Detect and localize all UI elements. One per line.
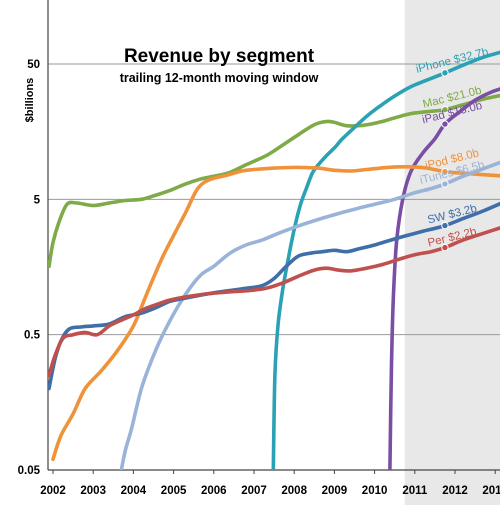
chart-subtitle: trailing 12-month moving window <box>120 71 319 85</box>
series-line-per <box>48 226 500 378</box>
x-tick-label: 2008 <box>281 485 307 497</box>
series-marker-per <box>441 243 449 252</box>
x-tick-labels: 2002 2003 2004 2005 2006 2007 2008 2009 2010 2011… <box>40 485 500 497</box>
x-tick-label: 2006 <box>201 485 227 497</box>
series-line-mac <box>48 93 500 269</box>
x-tick-label: 2011 <box>402 485 428 497</box>
series-line-sw <box>48 201 500 391</box>
x-tick-label: 2007 <box>241 485 267 497</box>
y-tick-label: 50 <box>27 59 40 71</box>
series-lines <box>48 50 500 470</box>
y-tick-label: 0.05 <box>18 465 41 477</box>
series-line-ipad <box>388 87 500 470</box>
series-marker-iphone <box>441 69 449 77</box>
y-tick-labels: 0.05 0.5 5 50 <box>18 59 41 477</box>
series-markers <box>441 69 449 252</box>
x-tick-label: 2005 <box>161 485 187 497</box>
x-tick-label: 2004 <box>121 485 147 497</box>
x-tick-label: 2013 <box>482 485 500 497</box>
series-line-iphone <box>271 50 500 470</box>
series-marker-ipod <box>441 168 449 176</box>
x-tick-label: 2012 <box>442 485 468 497</box>
series-line-ipod <box>51 164 500 462</box>
x-tick-label: 2010 <box>362 485 388 497</box>
series-marker-itunes <box>441 180 449 188</box>
series-marker-ipad <box>441 120 449 128</box>
y-tick-label: 5 <box>34 194 41 206</box>
chart-title: Revenue by segment <box>124 46 315 67</box>
y-tick-label: 0.5 <box>24 330 41 342</box>
x-tick-label: 2003 <box>80 485 106 497</box>
x-tick-label: 2002 <box>40 485 66 497</box>
y-axis-label: $billions <box>24 78 36 123</box>
x-tick-label: 2009 <box>322 485 348 497</box>
series-marker-mac <box>441 105 449 114</box>
series-line-itunes <box>119 160 500 470</box>
series-marker-sw <box>441 221 449 230</box>
